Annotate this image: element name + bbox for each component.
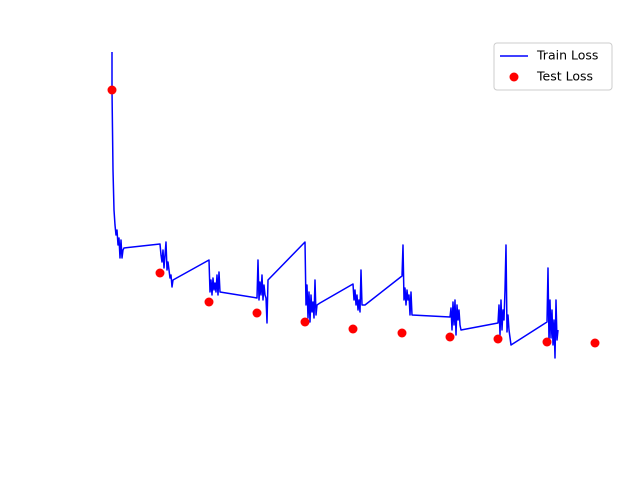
legend-swatch: [509, 72, 519, 82]
test-loss-point: [493, 334, 503, 344]
legend: Train Loss Test Loss: [493, 42, 613, 91]
test-loss-point: [397, 328, 407, 338]
legend-label: Train Loss: [536, 48, 598, 63]
test-loss-point: [155, 268, 165, 278]
test-loss-point: [300, 317, 310, 327]
train-loss-line: [111, 52, 559, 359]
legend-box: [493, 42, 613, 91]
test-loss-point: [252, 308, 262, 318]
legend-label: Test Loss: [536, 69, 593, 84]
test-loss-point: [204, 297, 214, 307]
test-loss-point: [348, 324, 358, 334]
test-loss-point: [542, 337, 552, 347]
test-loss-point: [590, 338, 600, 348]
test-loss-point: [107, 85, 117, 95]
test-loss-point: [445, 332, 455, 342]
